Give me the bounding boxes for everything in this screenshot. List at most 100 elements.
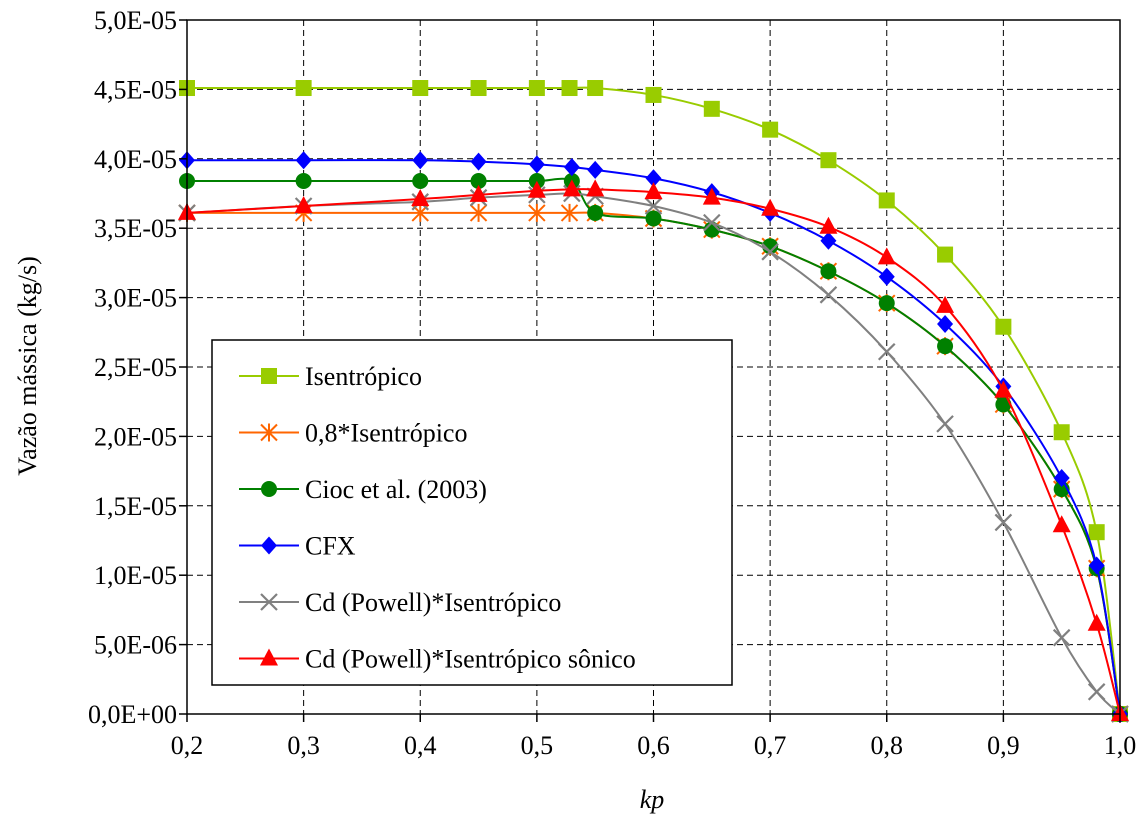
data-point — [937, 338, 954, 355]
x-tick-label: 0,5 — [521, 731, 554, 760]
data-point — [586, 179, 605, 197]
legend-marker — [261, 536, 277, 555]
legend-marker — [260, 423, 278, 442]
y-tick-label: 1,0E-05 — [94, 561, 177, 590]
data-point — [528, 80, 545, 97]
legend-item: Cd (Powell)*Isentrópico — [239, 588, 561, 617]
y-tick-label: 1,5E-05 — [94, 492, 177, 521]
y-tick-label: 2,5E-05 — [94, 353, 177, 382]
data-point — [936, 415, 954, 433]
data-point — [937, 246, 954, 263]
data-point — [645, 169, 662, 188]
x-tick-labels: 0,2 0,3 0,4 0,5 0,6 0,7 0,8 0,9 1,0 — [171, 731, 1137, 760]
legend-marker — [260, 648, 278, 666]
data-point — [412, 151, 429, 170]
x-tick-label: 1,0 — [1104, 731, 1137, 760]
data-point — [1052, 515, 1071, 533]
x-tick-label: 0,7 — [754, 731, 787, 760]
data-point — [470, 80, 487, 97]
data-point — [470, 173, 487, 190]
x-tick-label: 0,9 — [987, 731, 1020, 760]
data-point — [295, 80, 312, 97]
y-tick-labels: 0,0E+00 5,0E-06 1,0E-05 1,5E-05 2,0E-05 2,5E-… — [88, 6, 177, 729]
x-axis-title: kp — [640, 785, 665, 814]
data-point — [1053, 469, 1070, 488]
data-point — [878, 295, 895, 312]
y-tick-label: 3,0E-05 — [94, 284, 177, 313]
legend-item: CFX — [239, 532, 356, 561]
legend-item: Isentrópico — [239, 362, 422, 391]
legend-item: Cioc et al. (2003) — [239, 475, 487, 504]
data-point — [820, 152, 837, 169]
legend-label: Cd (Powell)*Isentrópico sônico — [305, 645, 636, 674]
data-point — [412, 173, 429, 190]
data-point — [877, 247, 896, 265]
data-point — [587, 204, 604, 221]
legend-label: Isentrópico — [305, 362, 422, 391]
data-point — [527, 180, 546, 198]
y-tick-label: 5,0E-06 — [94, 631, 177, 660]
data-point — [1052, 628, 1071, 647]
x-tick-label: 0,3 — [287, 731, 320, 760]
y-tick-label: 2,0E-05 — [94, 422, 177, 451]
data-point — [936, 295, 955, 313]
data-point — [1088, 524, 1105, 541]
legend-label: Cioc et al. (2003) — [305, 475, 487, 504]
legend-box — [211, 339, 733, 686]
data-point — [295, 173, 312, 190]
legend-marker — [260, 593, 278, 611]
data-point — [877, 342, 896, 361]
data-point — [819, 286, 838, 304]
data-point — [295, 151, 312, 170]
series-3 — [179, 173, 1128, 722]
series-line — [186, 192, 1121, 715]
data-point — [470, 152, 487, 171]
data-point — [560, 203, 579, 222]
legend: Isentrópico 0,8*Isentrópico Cioc et al. (2… — [211, 339, 733, 686]
data-point — [1087, 613, 1106, 631]
y-axis-title: Vazão mássica (kg/s) — [13, 256, 42, 475]
data-point — [703, 213, 721, 232]
data-point — [994, 380, 1013, 398]
data-point — [294, 195, 313, 213]
x-tick-label: 0,4 — [404, 731, 437, 760]
data-point — [878, 192, 895, 209]
legend-label: CFX — [305, 532, 356, 561]
legend-item: 0,8*Isentrópico — [239, 419, 467, 448]
y-tick-label: 4,0E-05 — [94, 145, 177, 174]
data-point — [645, 210, 662, 227]
data-point — [937, 314, 954, 333]
data-point — [411, 189, 430, 207]
data-point — [1053, 424, 1070, 441]
series-line — [186, 188, 1121, 715]
data-point — [644, 182, 663, 200]
series-line — [186, 177, 1121, 715]
y-tick-label: 5,0E-05 — [94, 6, 177, 35]
y-tick-label: 3,5E-05 — [94, 214, 177, 243]
x-tick-label: 0,6 — [637, 731, 670, 760]
data-point — [820, 231, 837, 250]
legend-marker — [261, 368, 277, 384]
legend-label: 0,8*Isentrópico — [305, 419, 467, 448]
x-tick-label: 0,8 — [871, 731, 904, 760]
tick-marks — [179, 19, 1121, 722]
data-point — [561, 80, 578, 97]
data-point — [820, 263, 837, 280]
data-point — [1087, 683, 1106, 701]
data-point — [994, 513, 1013, 532]
series-line — [186, 159, 1121, 715]
data-point — [878, 267, 895, 286]
data-point — [644, 197, 663, 215]
data-point — [995, 318, 1012, 335]
data-point — [761, 243, 779, 261]
series-1 — [179, 80, 1128, 722]
data-point — [562, 179, 581, 197]
data-point — [528, 203, 546, 222]
data-point — [702, 187, 721, 205]
data-point — [528, 155, 545, 174]
data-point — [1088, 556, 1105, 575]
data-point — [587, 80, 604, 97]
y-tick-label: 4,5E-05 — [94, 75, 177, 104]
data-point — [703, 100, 720, 117]
